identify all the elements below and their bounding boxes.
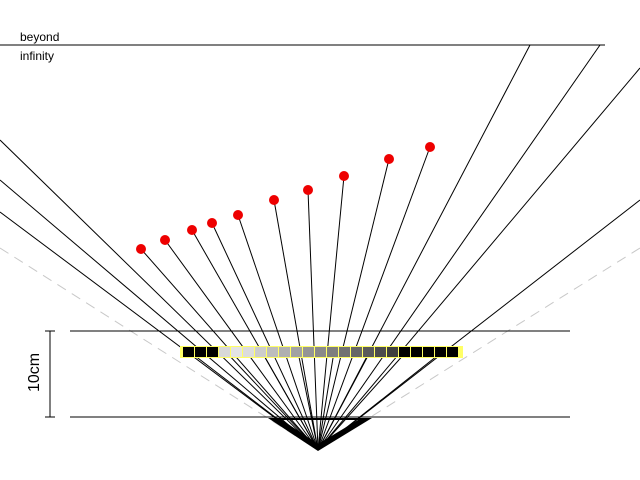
red-point-6 — [269, 195, 279, 205]
red-point-9 — [384, 154, 394, 164]
strip-cell-20 — [411, 347, 422, 357]
strip-cell-3 — [207, 347, 218, 357]
red-point-5 — [233, 210, 243, 220]
red-point-1 — [136, 244, 146, 254]
ray-strip-3 — [261, 351, 319, 451]
strip-cell-16 — [363, 347, 374, 357]
ray-to-point-6 — [273, 199, 319, 451]
ray-to-edge-5 — [317, 44, 601, 451]
ray-to-edge-6 — [317, 67, 640, 451]
horizon-label-beyond: beyond — [20, 30, 59, 44]
rays-group — [0, 44, 640, 451]
strip-cell-10 — [291, 347, 302, 357]
strip-cell-5 — [231, 347, 242, 357]
ray-strip-2 — [225, 351, 319, 451]
strip-cell-14 — [339, 347, 350, 357]
strip-cell-1 — [183, 347, 194, 357]
pixel-strip — [180, 346, 463, 358]
strip-cell-17 — [375, 347, 386, 357]
strip-cell-9 — [279, 347, 290, 357]
points-group — [136, 142, 435, 254]
ray-to-point-10 — [317, 146, 431, 451]
ray-strip-1 — [189, 351, 319, 451]
ray-to-edge-3 — [0, 211, 319, 451]
ray-to-point-4 — [211, 222, 319, 451]
strip-cell-2 — [195, 347, 206, 357]
strip-cell-7 — [255, 347, 266, 357]
red-point-2 — [160, 235, 170, 245]
right-fov-guide — [317, 247, 640, 451]
ray-strip-4 — [297, 351, 319, 451]
strip-cell-15 — [351, 347, 362, 357]
strip-cell-22 — [435, 347, 446, 357]
ray-to-point-9 — [317, 158, 390, 451]
ray-to-point-8 — [317, 175, 345, 451]
ray-to-edge-7 — [317, 199, 640, 451]
ray-to-edge-2 — [0, 179, 319, 451]
strip-cell-21 — [423, 347, 434, 357]
strip-cell-13 — [327, 347, 338, 357]
red-point-4 — [207, 218, 217, 228]
horizon-label-infinity: infinity — [20, 49, 54, 63]
strip-cell-12 — [315, 347, 326, 357]
red-point-8 — [339, 171, 349, 181]
ray-to-point-7 — [307, 189, 319, 451]
ray-strip-7 — [317, 351, 407, 451]
red-point-10 — [425, 142, 435, 152]
strip-cell-19 — [399, 347, 410, 357]
ray-to-point-5 — [237, 214, 319, 451]
strip-cell-4 — [219, 347, 230, 357]
left-fov-guide — [0, 247, 319, 451]
red-point-7 — [303, 185, 313, 195]
ray-to-point-2 — [164, 239, 319, 451]
red-point-3 — [187, 225, 197, 235]
ray-to-edge-1 — [0, 139, 319, 451]
ray-strip-8 — [317, 351, 443, 451]
strip-cell-8 — [267, 347, 278, 357]
strip-cell-23 — [447, 347, 458, 357]
strip-cell-11 — [303, 347, 314, 357]
strip-cell-6 — [243, 347, 254, 357]
ray-strip-6 — [317, 351, 371, 451]
ray-strip-5 — [317, 351, 335, 451]
strip-cell-18 — [387, 347, 398, 357]
distance-label: 10cm — [26, 353, 43, 392]
